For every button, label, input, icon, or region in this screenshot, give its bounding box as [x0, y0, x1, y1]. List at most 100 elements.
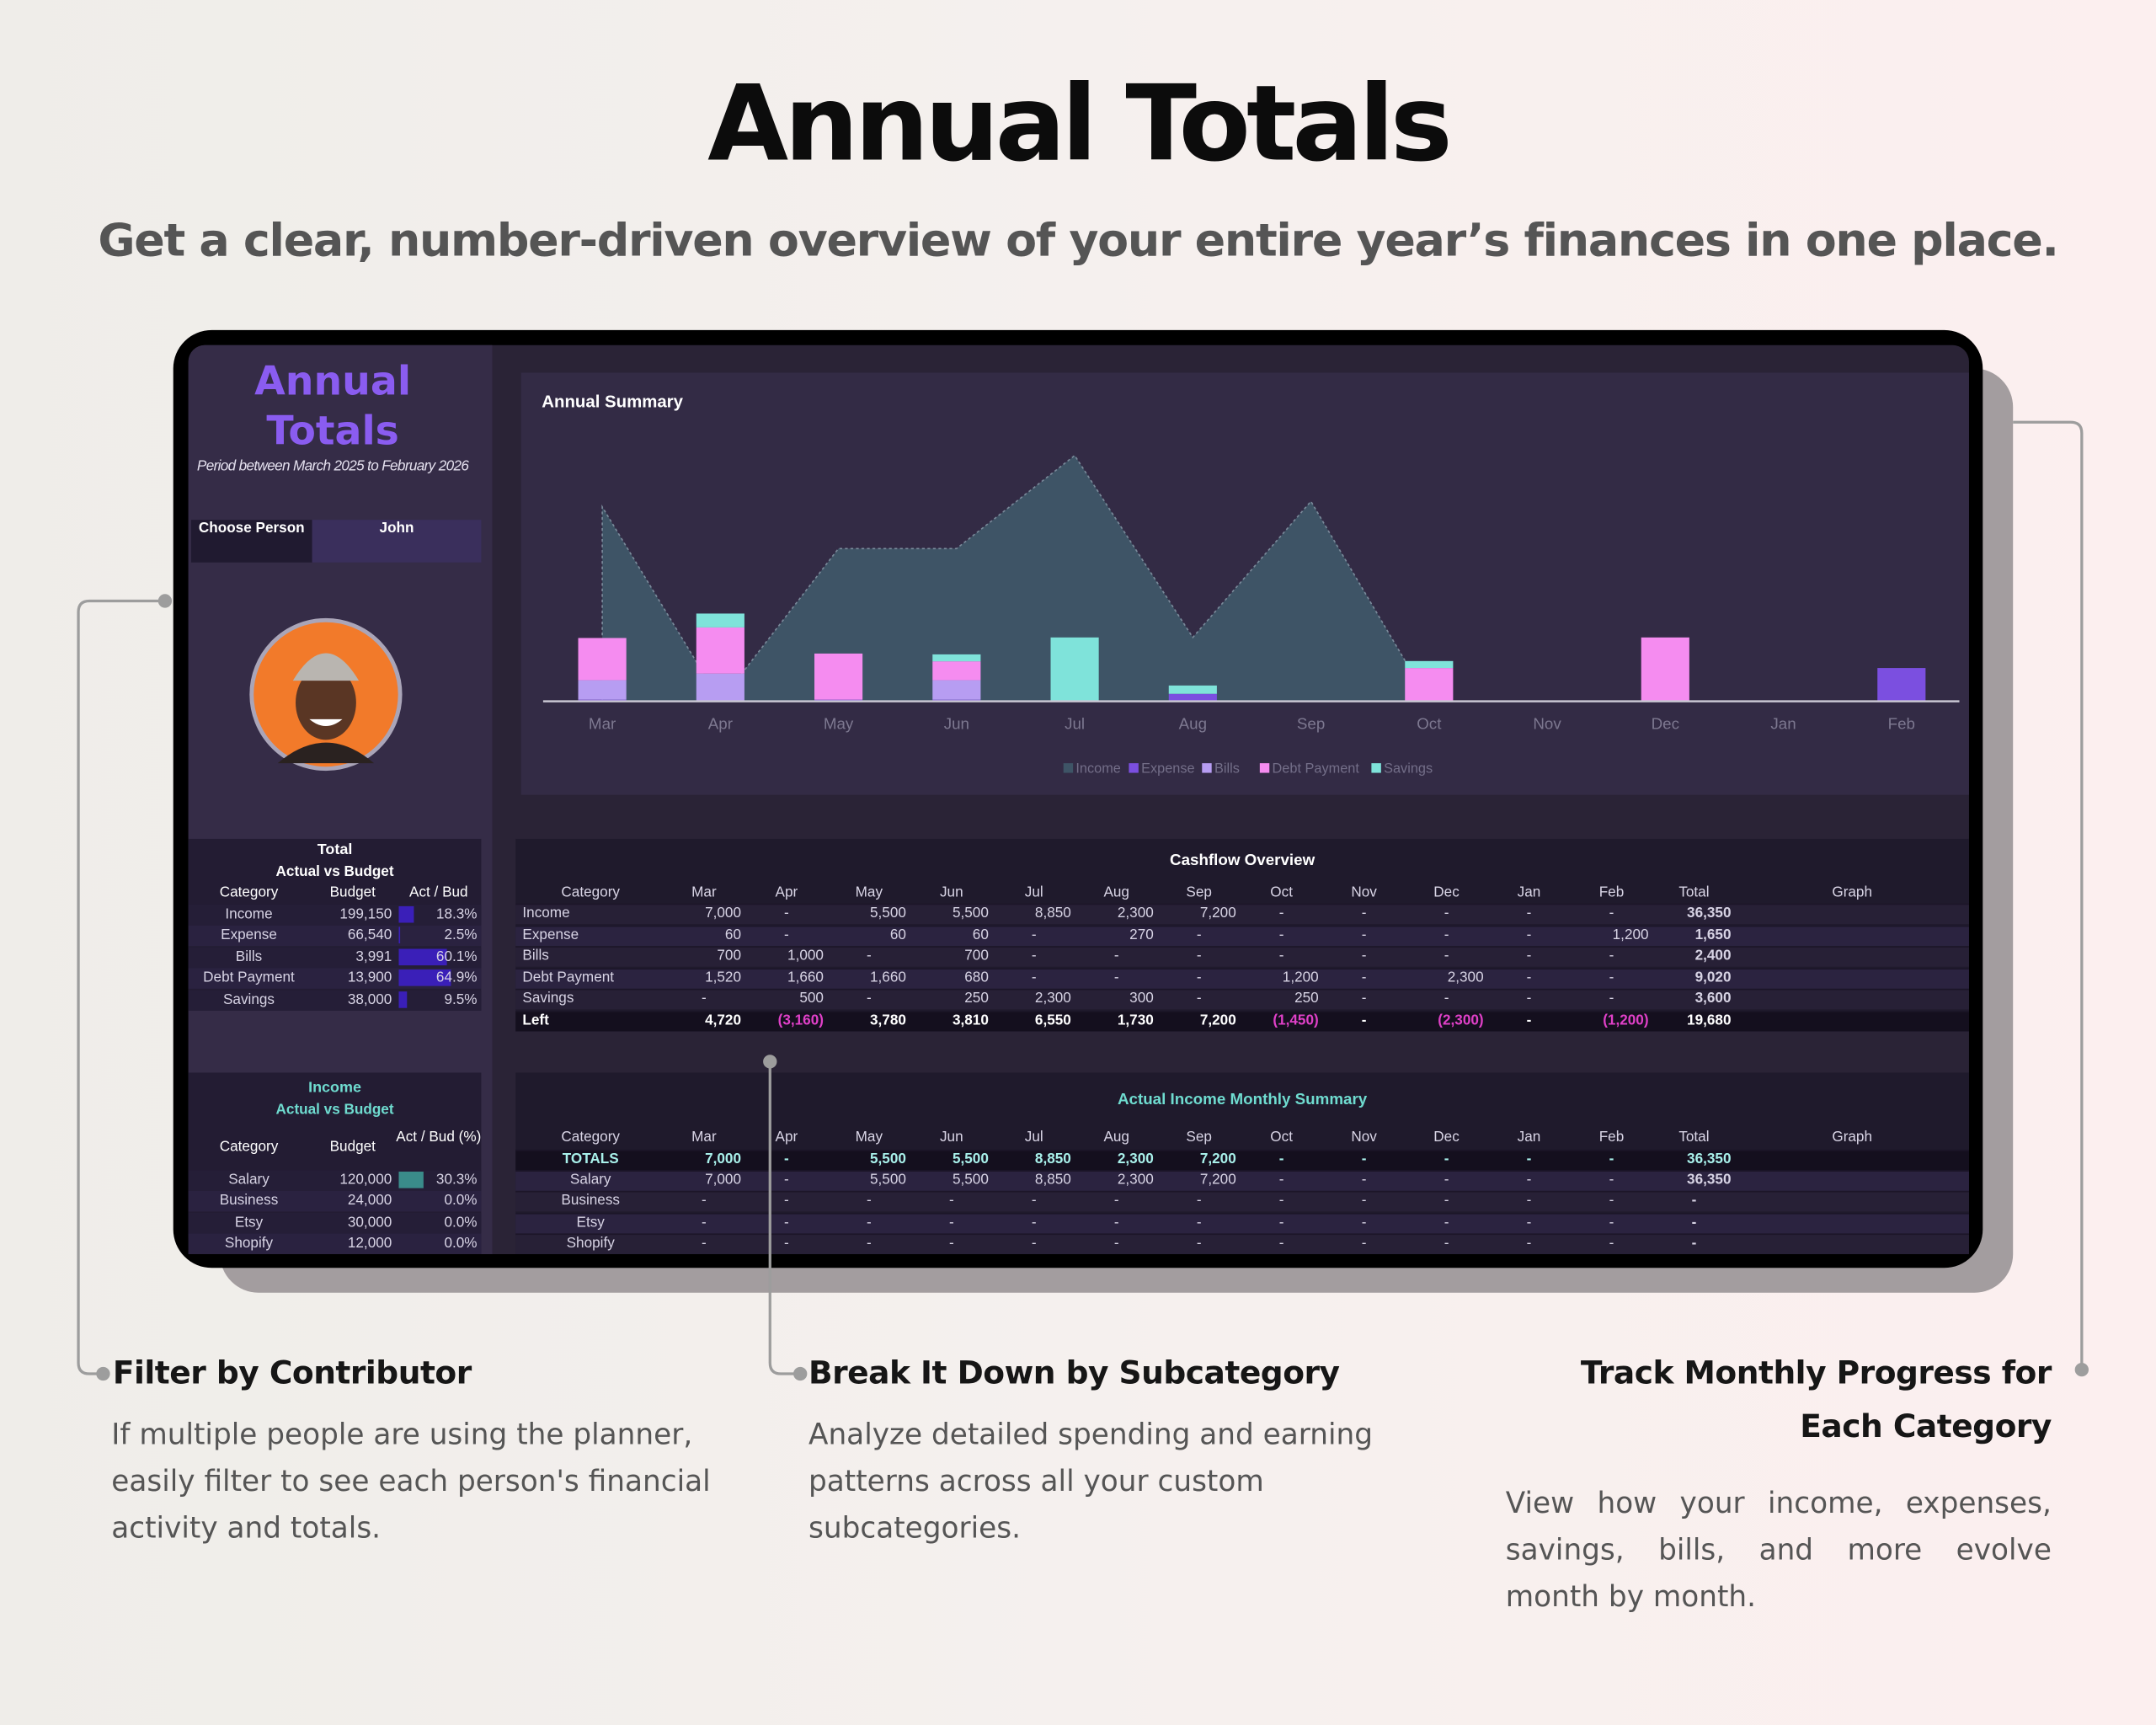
column-header: Oct [1270, 1129, 1293, 1146]
table-title: Actual Income Monthly Summary [1117, 1092, 1368, 1108]
value-cell: 7,000 [705, 1172, 741, 1188]
bar-segment [1877, 668, 1926, 702]
bar-segment [696, 673, 744, 702]
legend-label: Savings [1384, 761, 1433, 777]
chart-title: Annual Summary [542, 393, 683, 411]
value-cell: - [1031, 969, 1037, 986]
value-cell: 3,810 [952, 1012, 989, 1029]
x-tick-label: Feb [1888, 714, 1915, 732]
value-cell: - [784, 1192, 789, 1210]
value-cell: - [1444, 1172, 1449, 1188]
value-cell: - [1526, 1214, 1532, 1231]
column-header: Budget [329, 1138, 376, 1156]
column-header: Jan [1517, 884, 1541, 901]
value-cell: - [948, 1192, 954, 1210]
column-header: Total [1678, 1129, 1710, 1146]
value-cell: 9,020 [1694, 969, 1732, 986]
budget-value: 24,000 [347, 1192, 392, 1210]
legend-swatch [1259, 763, 1270, 773]
value-cell: - [1196, 990, 1202, 1007]
value-cell: 7,000 [705, 905, 741, 921]
filter-value[interactable]: John [312, 520, 482, 563]
value-cell: - [1113, 1214, 1119, 1231]
value-cell: - [1444, 1151, 1449, 1168]
budget-value: 120,000 [339, 1172, 392, 1188]
column-header: Category [219, 884, 279, 901]
column-header: Nov [1351, 1129, 1377, 1146]
value-cell: (1,450) [1273, 1012, 1319, 1029]
callout-body: If multiple people are using the planner… [111, 1418, 711, 1545]
pct-label: 64.9% [435, 969, 478, 986]
value-cell: - [1361, 990, 1367, 1007]
row-bg [515, 1190, 1969, 1211]
value-cell: - [1196, 1235, 1202, 1252]
annual-summary-chart: Annual Summary Mar Apr May Jun Jul Aug Sep Oct No… [542, 393, 1960, 777]
column-header: Jan [1517, 1129, 1541, 1146]
column-header: Jul [1024, 1129, 1043, 1146]
x-tick-label: Apr [708, 714, 733, 732]
pct-label: 18.3% [435, 905, 478, 923]
column-header: Jul [1024, 884, 1043, 901]
period-text: Period between March 2025 to February 20… [196, 457, 469, 475]
value-cell: - [1526, 905, 1532, 921]
table-subtitle: Actual vs Budget [275, 863, 394, 880]
value-cell: - [1444, 1214, 1449, 1231]
x-tick-label: Jun [944, 714, 969, 732]
column-header: Category [219, 1138, 279, 1156]
legend-label: Debt Payment [1273, 761, 1360, 777]
bar-segment [1405, 668, 1454, 702]
value-cell: - [1196, 947, 1202, 964]
value-cell: - [1278, 1172, 1284, 1188]
column-header: Category [561, 1129, 620, 1146]
value-cell: - [1609, 969, 1614, 986]
column-header: Sep [1186, 884, 1212, 901]
value-cell: 680 [964, 969, 989, 986]
value-cell: - [1526, 927, 1532, 943]
value-cell: 7,200 [1199, 1151, 1236, 1168]
value-cell: - [1361, 905, 1367, 921]
table-title: Total [317, 841, 353, 858]
value-cell: 5,500 [870, 1172, 906, 1188]
avatar [249, 617, 403, 772]
value-cell: 8,850 [1034, 1151, 1071, 1168]
value-cell: - [1526, 1012, 1532, 1029]
x-tick-label: Mar [589, 714, 616, 732]
row-bg [188, 1232, 482, 1254]
column-header: Mar [691, 1129, 717, 1146]
column-header: Dec [1433, 1129, 1460, 1146]
value-cell: - [866, 1192, 872, 1210]
row-bg [515, 902, 1969, 924]
value-cell: - [784, 1235, 789, 1252]
x-tick-label: Sep [1297, 714, 1325, 732]
column-header: Graph [1832, 884, 1873, 901]
value-cell: 8,850 [1034, 905, 1071, 921]
row-bg [188, 904, 482, 925]
value-cell: - [1278, 947, 1284, 964]
value-cell: - [866, 947, 872, 964]
bar-segment [1050, 637, 1099, 702]
value-cell: - [866, 990, 872, 1007]
value-cell: - [1031, 927, 1037, 943]
value-cell: - [1444, 990, 1449, 1007]
legend-swatch [1129, 763, 1139, 773]
column-header: Aug [1103, 1129, 1129, 1146]
row-bg [515, 988, 1969, 1009]
row-label: Bills [235, 948, 263, 966]
value-cell: - [1609, 1235, 1614, 1252]
callout-title: Break It Down by Subcategory [808, 1355, 1340, 1392]
value-cell: 5,500 [952, 1151, 989, 1168]
value-cell: 5,500 [952, 905, 989, 921]
value-cell: 7,000 [705, 1151, 741, 1168]
value-cell: 2,300 [1034, 990, 1071, 1007]
value-cell: - [1196, 1214, 1202, 1231]
value-cell: - [1113, 969, 1119, 986]
value-cell: 2,300 [1117, 1172, 1154, 1188]
row-label: Expense [221, 927, 277, 943]
legend-swatch [1371, 763, 1381, 773]
value-cell: - [1361, 1214, 1367, 1231]
value-cell: 700 [964, 947, 989, 964]
value-cell: - [1526, 1151, 1532, 1168]
value-cell: 1,520 [705, 969, 741, 986]
pct-label: 0.0% [444, 1214, 478, 1231]
